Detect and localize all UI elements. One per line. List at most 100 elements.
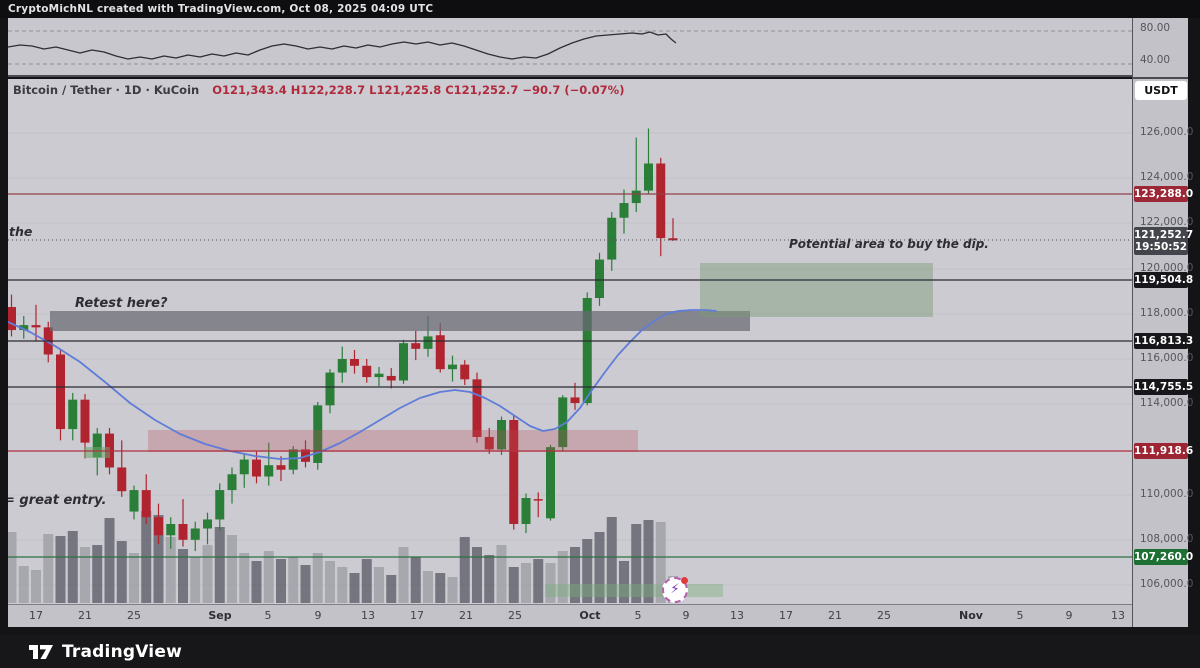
- time-tick-5[interactable]: 5: [634, 609, 642, 622]
- price-scale[interactable]: USDT 80.00 40.00 126,000.0 124,000.0 122,000…: [1132, 18, 1194, 627]
- volume-bar: [619, 561, 629, 603]
- symbol-ohlc-values: O121,343.4 H122,228.7 L121,225.8 C121,25…: [212, 83, 625, 97]
- candlestick-plot: the Retest here? Potential area to buy the…: [8, 128, 1132, 603]
- volume-bar: [178, 549, 188, 603]
- time-tick-5[interactable]: 5: [1016, 609, 1024, 622]
- rsi-indicator-pane[interactable]: [8, 18, 1132, 77]
- bottom-strip[interactable]: [545, 584, 723, 597]
- support-retest-zone[interactable]: [148, 430, 638, 452]
- time-tick-13[interactable]: 13: [361, 609, 375, 622]
- candle-body: [325, 372, 335, 406]
- time-tick-sep[interactable]: Sep: [208, 609, 232, 622]
- volume-bar: [533, 559, 544, 603]
- price-tick-label: 108,000.0: [1140, 533, 1194, 545]
- price-tick-label: 122,000.0: [1140, 216, 1194, 228]
- volume-bar: [239, 553, 250, 603]
- volume-bar: [67, 531, 78, 603]
- candle-body: [227, 474, 237, 491]
- candle-body: [141, 490, 151, 518]
- volume-bar: [459, 537, 470, 603]
- time-tick-17[interactable]: 17: [410, 609, 424, 622]
- volume-bar: [631, 524, 642, 603]
- buy-the-dip-zone[interactable]: [700, 263, 933, 317]
- ma-line: [8, 309, 717, 460]
- volume-bar: [570, 547, 580, 603]
- currency-toggle-button[interactable]: USDT: [1135, 81, 1187, 100]
- time-tick-9[interactable]: 9: [1065, 609, 1073, 622]
- event-marker-icon[interactable]: ⚡: [662, 577, 688, 603]
- candle-body: [546, 447, 555, 519]
- volume-bar: [643, 520, 654, 603]
- candle-body: [350, 359, 359, 366]
- volume-bar: [582, 539, 593, 603]
- attribution-text: CryptoMichNL created with TradingView.co…: [8, 3, 434, 15]
- candle-body: [619, 203, 629, 218]
- candle-body: [460, 364, 470, 380]
- candle-body: [215, 490, 225, 520]
- price-badge: 107,260.0: [1134, 549, 1194, 565]
- time-tick-25[interactable]: 25: [877, 609, 891, 622]
- price-badge: 121,252.7 19:50:52: [1134, 227, 1194, 255]
- volume-bar: [606, 517, 617, 603]
- candle-body: [533, 499, 543, 501]
- volume-bar: [496, 545, 507, 603]
- volume-bar: [655, 522, 666, 603]
- volume-bar: [276, 559, 286, 603]
- retest-supply-band[interactable]: [50, 311, 750, 331]
- price-tick-label: 120,000.0: [1140, 262, 1194, 274]
- time-tick-17[interactable]: 17: [779, 609, 793, 622]
- volume-bar: [386, 575, 397, 603]
- time-tick-13[interactable]: 13: [1111, 609, 1125, 622]
- time-tick-13[interactable]: 13: [730, 609, 744, 622]
- time-tick-9[interactable]: 9: [314, 609, 322, 622]
- great-entry-marker[interactable]: [84, 447, 110, 458]
- time-tick-9[interactable]: 9: [682, 609, 690, 622]
- price-tick-label: 106,000.0: [1140, 578, 1194, 590]
- candle-body: [239, 459, 249, 475]
- candle-body: [386, 375, 396, 381]
- lightning-icon: ⚡: [670, 582, 680, 597]
- volume-bar: [55, 536, 66, 603]
- candle-body: [264, 465, 274, 477]
- candle-body: [509, 420, 519, 524]
- time-tick-25[interactable]: 25: [508, 609, 522, 622]
- volume-bar: [472, 547, 482, 603]
- candle-body: [362, 365, 372, 378]
- volume-bar: [227, 535, 237, 603]
- time-tick-nov[interactable]: Nov: [959, 609, 983, 622]
- volume-bar: [104, 518, 115, 603]
- tradingview-wordmark: TradingView: [62, 641, 182, 662]
- candle-body: [472, 379, 482, 437]
- time-axis[interactable]: 17 21 25 Sep 5 9 13 17 21 25 Oct 5 9 13 17 21 25 Nov 5 9 13: [8, 604, 1132, 627]
- time-tick-21[interactable]: 21: [78, 609, 92, 622]
- candle-body: [203, 519, 212, 529]
- volume-bar: [545, 563, 556, 603]
- price-badge: 114,755.5: [1134, 379, 1194, 395]
- price-pane[interactable]: the Retest here? Potential area to buy the…: [8, 79, 1132, 604]
- volume-bar: [398, 547, 409, 603]
- candle-body: [154, 517, 163, 536]
- candle-body: [497, 420, 506, 450]
- time-tick-25[interactable]: 25: [127, 609, 141, 622]
- candle-body: [521, 497, 531, 524]
- rsi-line: [8, 31, 677, 60]
- price-tick-label: 114,000.0: [1140, 397, 1194, 409]
- tradingview-logo[interactable]: [28, 641, 54, 663]
- symbol-title[interactable]: Bitcoin / Tether · 1D · KuCoin: [13, 83, 200, 97]
- time-tick-oct[interactable]: Oct: [579, 609, 601, 622]
- candle-body: [190, 528, 200, 540]
- time-tick-21[interactable]: 21: [459, 609, 473, 622]
- volume-bar: [435, 573, 446, 603]
- candle-body: [484, 436, 494, 450]
- volume-bar: [31, 570, 41, 603]
- symbol-info-row: Bitcoin / Tether · 1D · KuCoin O121,343.…: [13, 83, 624, 97]
- candle-body: [595, 259, 604, 298]
- volume-bar: [214, 527, 225, 603]
- time-tick-17[interactable]: 17: [29, 609, 43, 622]
- candle-body: [631, 190, 641, 204]
- chart-annotation: Retest here?: [75, 296, 168, 311]
- time-tick-5[interactable]: 5: [264, 609, 272, 622]
- volume-bar: [312, 553, 323, 603]
- time-tick-21[interactable]: 21: [828, 609, 842, 622]
- candle-body: [276, 465, 286, 470]
